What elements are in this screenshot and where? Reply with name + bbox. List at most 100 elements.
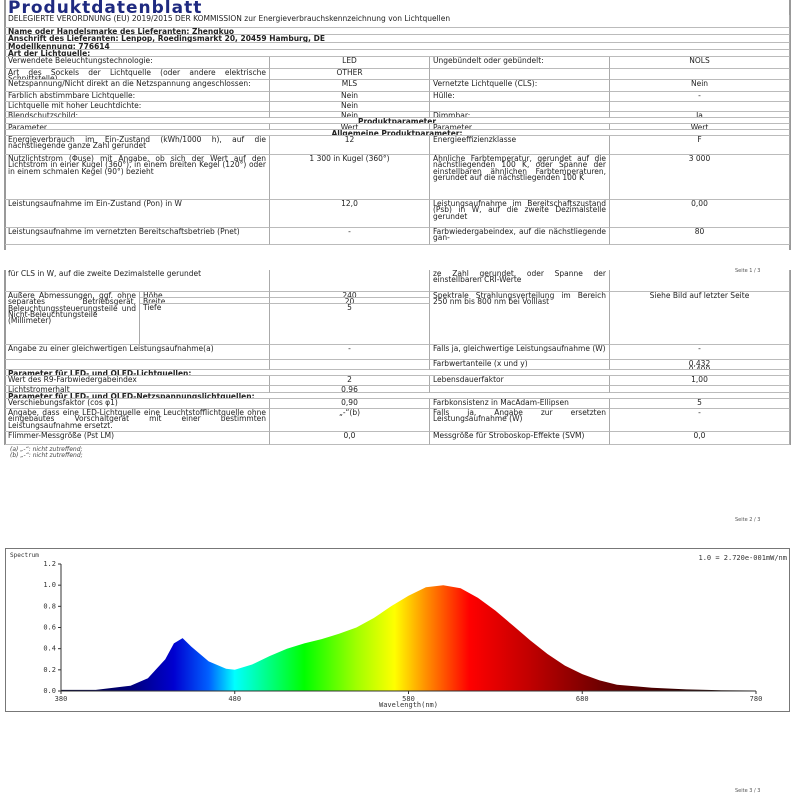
parameter-row-col2: - (270, 228, 430, 245)
parameter-row-col4: 0,00 (610, 200, 790, 228)
section-led: Parameter für LED- und OLED-Lichtquellen… (5, 370, 790, 376)
dimension-value: 5 (270, 304, 430, 345)
dimension-value: 20 (270, 298, 430, 304)
parameter-row-col1: Leistungsaufnahme im Ein-Zustand (Pon) i… (5, 200, 270, 228)
section-produktparameter: Produktparameter (5, 118, 790, 124)
light-type-row-col3: Dimmbar: (430, 112, 610, 118)
y-tick-label: 0.6 (43, 624, 56, 632)
equivalent-power-row-col3: Falls ja, gleichwertige Leistungsaufnahm… (430, 345, 610, 360)
chromaticity-row-col4: 0,432 0,400 (610, 360, 790, 370)
light-type-row-col1: Blendschutzschild: (5, 112, 270, 118)
section-netz: Parameter für LED- und OLED-Netzspannung… (5, 393, 790, 399)
chart-title: Spectrum (10, 552, 39, 559)
y-tick-label: 1.2 (43, 560, 56, 568)
parameter-row-col3: Leistungsaufnahme im Bereitschaftszustan… (430, 200, 610, 228)
netz-row-col1: Verschiebungsfaktor (cos φ1) (5, 399, 270, 409)
continued-row-col3: ze Zahl gerundet, oder Spanne der einste… (430, 270, 610, 292)
spectrum-chart-svg: 380 480 580 680 780 0.0 0.2 0.4 0.6 0.8 1.0 1.2 Spec… (10, 552, 787, 709)
parameter-row-col3: Farbwiedergabeindex, auf die nächstliege… (430, 228, 610, 245)
dimension-name: Höhe (140, 292, 270, 298)
netz-row-col2: „-“(b) (270, 409, 430, 432)
y-tick-label: 0.0 (43, 687, 56, 695)
led-row-col4 (610, 386, 790, 393)
light-type-row-col4 (610, 69, 790, 80)
header-row: Art der Lichtquelle: (5, 50, 790, 57)
header-row: Anschrift des Lieferanten: Lenpop, Roedi… (5, 35, 790, 43)
x-tick-label: 680 (576, 695, 589, 703)
column-header-col3: Parameter (430, 124, 610, 130)
continued-row-col1: für CLS in W, auf die zweite Dezimalstel… (5, 270, 270, 292)
light-type-row-col2: Nein (270, 92, 430, 102)
light-type-row-col1: Lichtquelle mit hoher Leuchtdichte: (5, 102, 270, 112)
netz-row-col4: - (610, 409, 790, 432)
dimensions-label: Äußere Abmessungen, ggf. ohne separates … (5, 292, 140, 345)
continued-row-col2 (270, 270, 430, 292)
x-axis-label: Wavelength(nm) (379, 701, 438, 709)
netz-row-col2: 0,0 (270, 432, 430, 445)
netz-row-col3: Falls ja, Angabe zur ersetzten Leistungs… (430, 409, 610, 432)
parameter-row-col2: 12,0 (270, 200, 430, 228)
parameter-row-col1: Nutzlichtstrom (Φuse) mit Angabe, ob sic… (5, 155, 270, 200)
light-type-row-col1: Farblich abstimmbare Lichtquelle: (5, 92, 270, 102)
equivalent-power-row-col4: - (610, 345, 790, 360)
equivalent-power-row-col2: - (270, 345, 430, 360)
light-type-row-col4: Nein (610, 80, 790, 92)
dimension-name: Tiefe (140, 304, 270, 345)
parameter-row-col4: 80 (610, 228, 790, 245)
spectrum-area (61, 585, 756, 691)
parameter-row-col1: Energieverbrauch im Ein-Zustand (kWh/100… (5, 136, 270, 155)
led-row-col3: Lebensdauerfaktor (430, 376, 610, 386)
led-row-col1: Wert des R9-Farbwiedergabeindex (5, 376, 270, 386)
parameter-row-col4: F (610, 136, 790, 155)
dimension-value: 240 (270, 292, 430, 298)
y-tick-label: 0.8 (43, 602, 56, 610)
led-row-col2: 2 (270, 376, 430, 386)
netz-row-col1: Flimmer-Messgröße (Pst LM) (5, 432, 270, 445)
light-type-row-col2: Nein (270, 112, 430, 118)
page-number: Seite 3 / 3 (735, 788, 761, 794)
netz-row-col4: 0,0 (610, 432, 790, 445)
led-row-col1: Lichtstromerhalt (5, 386, 270, 393)
header-row: DELEGIERTE VERORDNUNG (EU) 2019/2015 DER… (5, 15, 790, 28)
light-type-row-col1: Art des Sockels der Lichtquelle (oder an… (5, 69, 270, 80)
x-tick-label: 780 (750, 695, 763, 703)
spectral-value: Siehe Bild auf letzter Seite (610, 292, 790, 345)
light-type-row-col3 (430, 102, 610, 112)
light-type-row-col3: Hülle: (430, 92, 610, 102)
light-type-row-col4: NOLS (610, 57, 790, 69)
page-number: Seite 1 / 3 (735, 268, 761, 274)
light-type-row-col2: OTHER (270, 69, 430, 80)
column-header-col1: Parameter (5, 124, 270, 130)
netz-row-col4: 5 (610, 399, 790, 409)
x-tick-label: 580 (402, 695, 415, 703)
header-row: Modellkennung: 776614 (5, 43, 790, 50)
netz-row-col1: Angabe, dass eine LED-Lichtquelle eine L… (5, 409, 270, 432)
equivalent-power-row-col1: Angabe zu einer gleichwertigen Leistungs… (5, 345, 270, 360)
chromaticity-row-col3: Farbwertanteile (x und y) (430, 360, 610, 370)
spectrum-chart: 380 480 580 680 780 0.0 0.2 0.4 0.6 0.8 1.0 1.2 Spec… (5, 548, 790, 712)
light-type-row-col4 (610, 102, 790, 112)
parameter-row-col3: Energieeffizienzklasse (430, 136, 610, 155)
page-number: Seite 2 / 3 (735, 517, 761, 523)
light-type-row-col1: Verwendete Beleuchtungstechnologie: (5, 57, 270, 69)
continued-row-col4 (610, 270, 790, 292)
section-allgemeine-parameter: Allgemeine Produktparameter: (5, 130, 790, 136)
light-type-row-col4: - (610, 92, 790, 102)
y-tick-label: 1.0 (43, 581, 56, 589)
x-tick-label: 380 (55, 695, 68, 703)
page-border (789, 270, 791, 445)
footnote: (b) „-“: nicht zutreffend; (10, 452, 83, 459)
chromaticity-row-col1 (5, 360, 270, 370)
column-header-col2: Wert (270, 124, 430, 130)
parameter-row-col2: 12 (270, 136, 430, 155)
netz-row-col3: Messgröße für Stroboskop-Effekte (SVM) (430, 432, 610, 445)
netz-row-col3: Farbkonsistenz in MacAdam-Ellipsen (430, 399, 610, 409)
y-tick-label: 0.2 (43, 666, 56, 674)
page-border (4, 270, 6, 445)
light-type-row-col3: Ungebündelt oder gebündelt: (430, 57, 610, 69)
dimension-name: Breite (140, 298, 270, 304)
light-type-row-col3: Vernetzte Lichtquelle (CLS): (430, 80, 610, 92)
light-type-row-col2: Nein (270, 102, 430, 112)
page-border (789, 0, 791, 250)
led-row-col3 (430, 386, 610, 393)
